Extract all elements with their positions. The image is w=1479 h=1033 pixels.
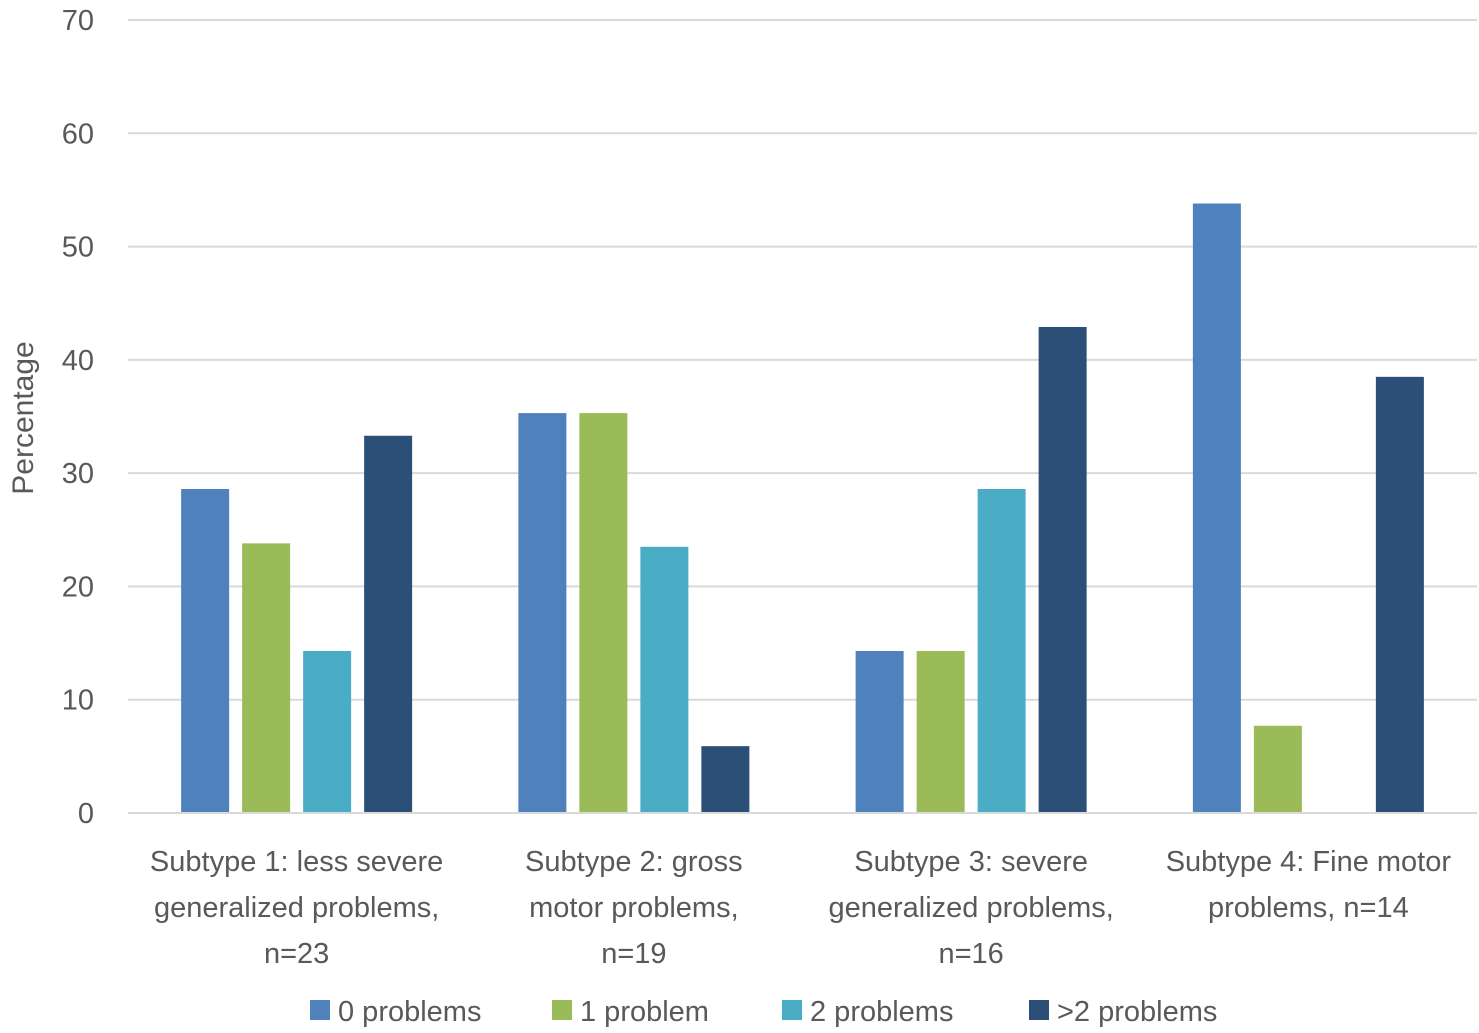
bar-0-problems-cat4	[1192, 203, 1241, 814]
x-category-label: problems, n=14	[1208, 892, 1409, 924]
category-labels: Subtype 1: less severe generalized proble…	[150, 846, 1451, 970]
bar-2-problems-cat2	[640, 546, 689, 813]
gridlines	[128, 19, 1477, 701]
legend-swatch	[552, 1000, 572, 1020]
x-category-label: Subtype 2: gross	[525, 846, 743, 878]
bar-1-problem-cat2	[579, 413, 628, 813]
bar-1-problem-cat4	[1253, 725, 1302, 813]
y-tick-label: 0	[78, 798, 94, 830]
legend-label: >2 problems	[1057, 996, 1217, 1028]
y-tick-label: 50	[62, 232, 94, 264]
x-category-label: Subtype 1: less severe	[150, 846, 443, 878]
y-tick-label: 70	[62, 5, 94, 37]
y-tick-label: 30	[62, 458, 94, 490]
bar--2-problems-cat1	[364, 435, 413, 813]
y-tick-label: 60	[62, 118, 94, 150]
x-category-label: motor problems,	[529, 892, 739, 924]
legend-label: 1 problem	[580, 996, 709, 1028]
legend-swatch	[1029, 1000, 1049, 1020]
bar--2-problems-cat3	[1038, 327, 1087, 813]
x-category-label: Subtype 3: severe	[854, 846, 1088, 878]
x-category-label: n=23	[264, 938, 329, 970]
bar-0-problems-cat3	[855, 651, 904, 813]
y-tick-label: 20	[62, 571, 94, 603]
bar-2-problems-cat1	[303, 651, 352, 813]
bar-1-problem-cat3	[916, 651, 965, 813]
legend-label: 2 problems	[810, 996, 953, 1028]
legend-swatch	[782, 1000, 802, 1020]
y-tick-label: 40	[62, 345, 94, 377]
x-category-label: generalized problems,	[154, 892, 439, 924]
legend: 0 problems 1 problem 2 problems >2 problems	[310, 996, 1217, 1028]
bar-0-problems-cat1	[181, 489, 230, 813]
x-category-label: n=19	[601, 938, 666, 970]
legend-label: 0 problems	[338, 996, 481, 1028]
bar--2-problems-cat4	[1375, 376, 1424, 813]
bar-1-problem-cat1	[242, 543, 291, 813]
y-axis-ticks: 0 10 20 30 40 50 60 70	[62, 5, 94, 830]
bar--2-problems-cat2	[701, 746, 750, 813]
x-category-label: Subtype 4: Fine motor	[1166, 846, 1452, 878]
x-category-label: n=16	[938, 938, 1003, 970]
y-axis-label: Percentage	[7, 341, 40, 494]
bar-0-problems-cat2	[518, 413, 567, 813]
legend-swatch	[310, 1000, 330, 1020]
bars	[181, 203, 1424, 814]
bar-2-problems-cat3	[977, 489, 1026, 813]
x-category-label: generalized problems,	[828, 892, 1113, 924]
y-tick-label: 10	[62, 685, 94, 717]
